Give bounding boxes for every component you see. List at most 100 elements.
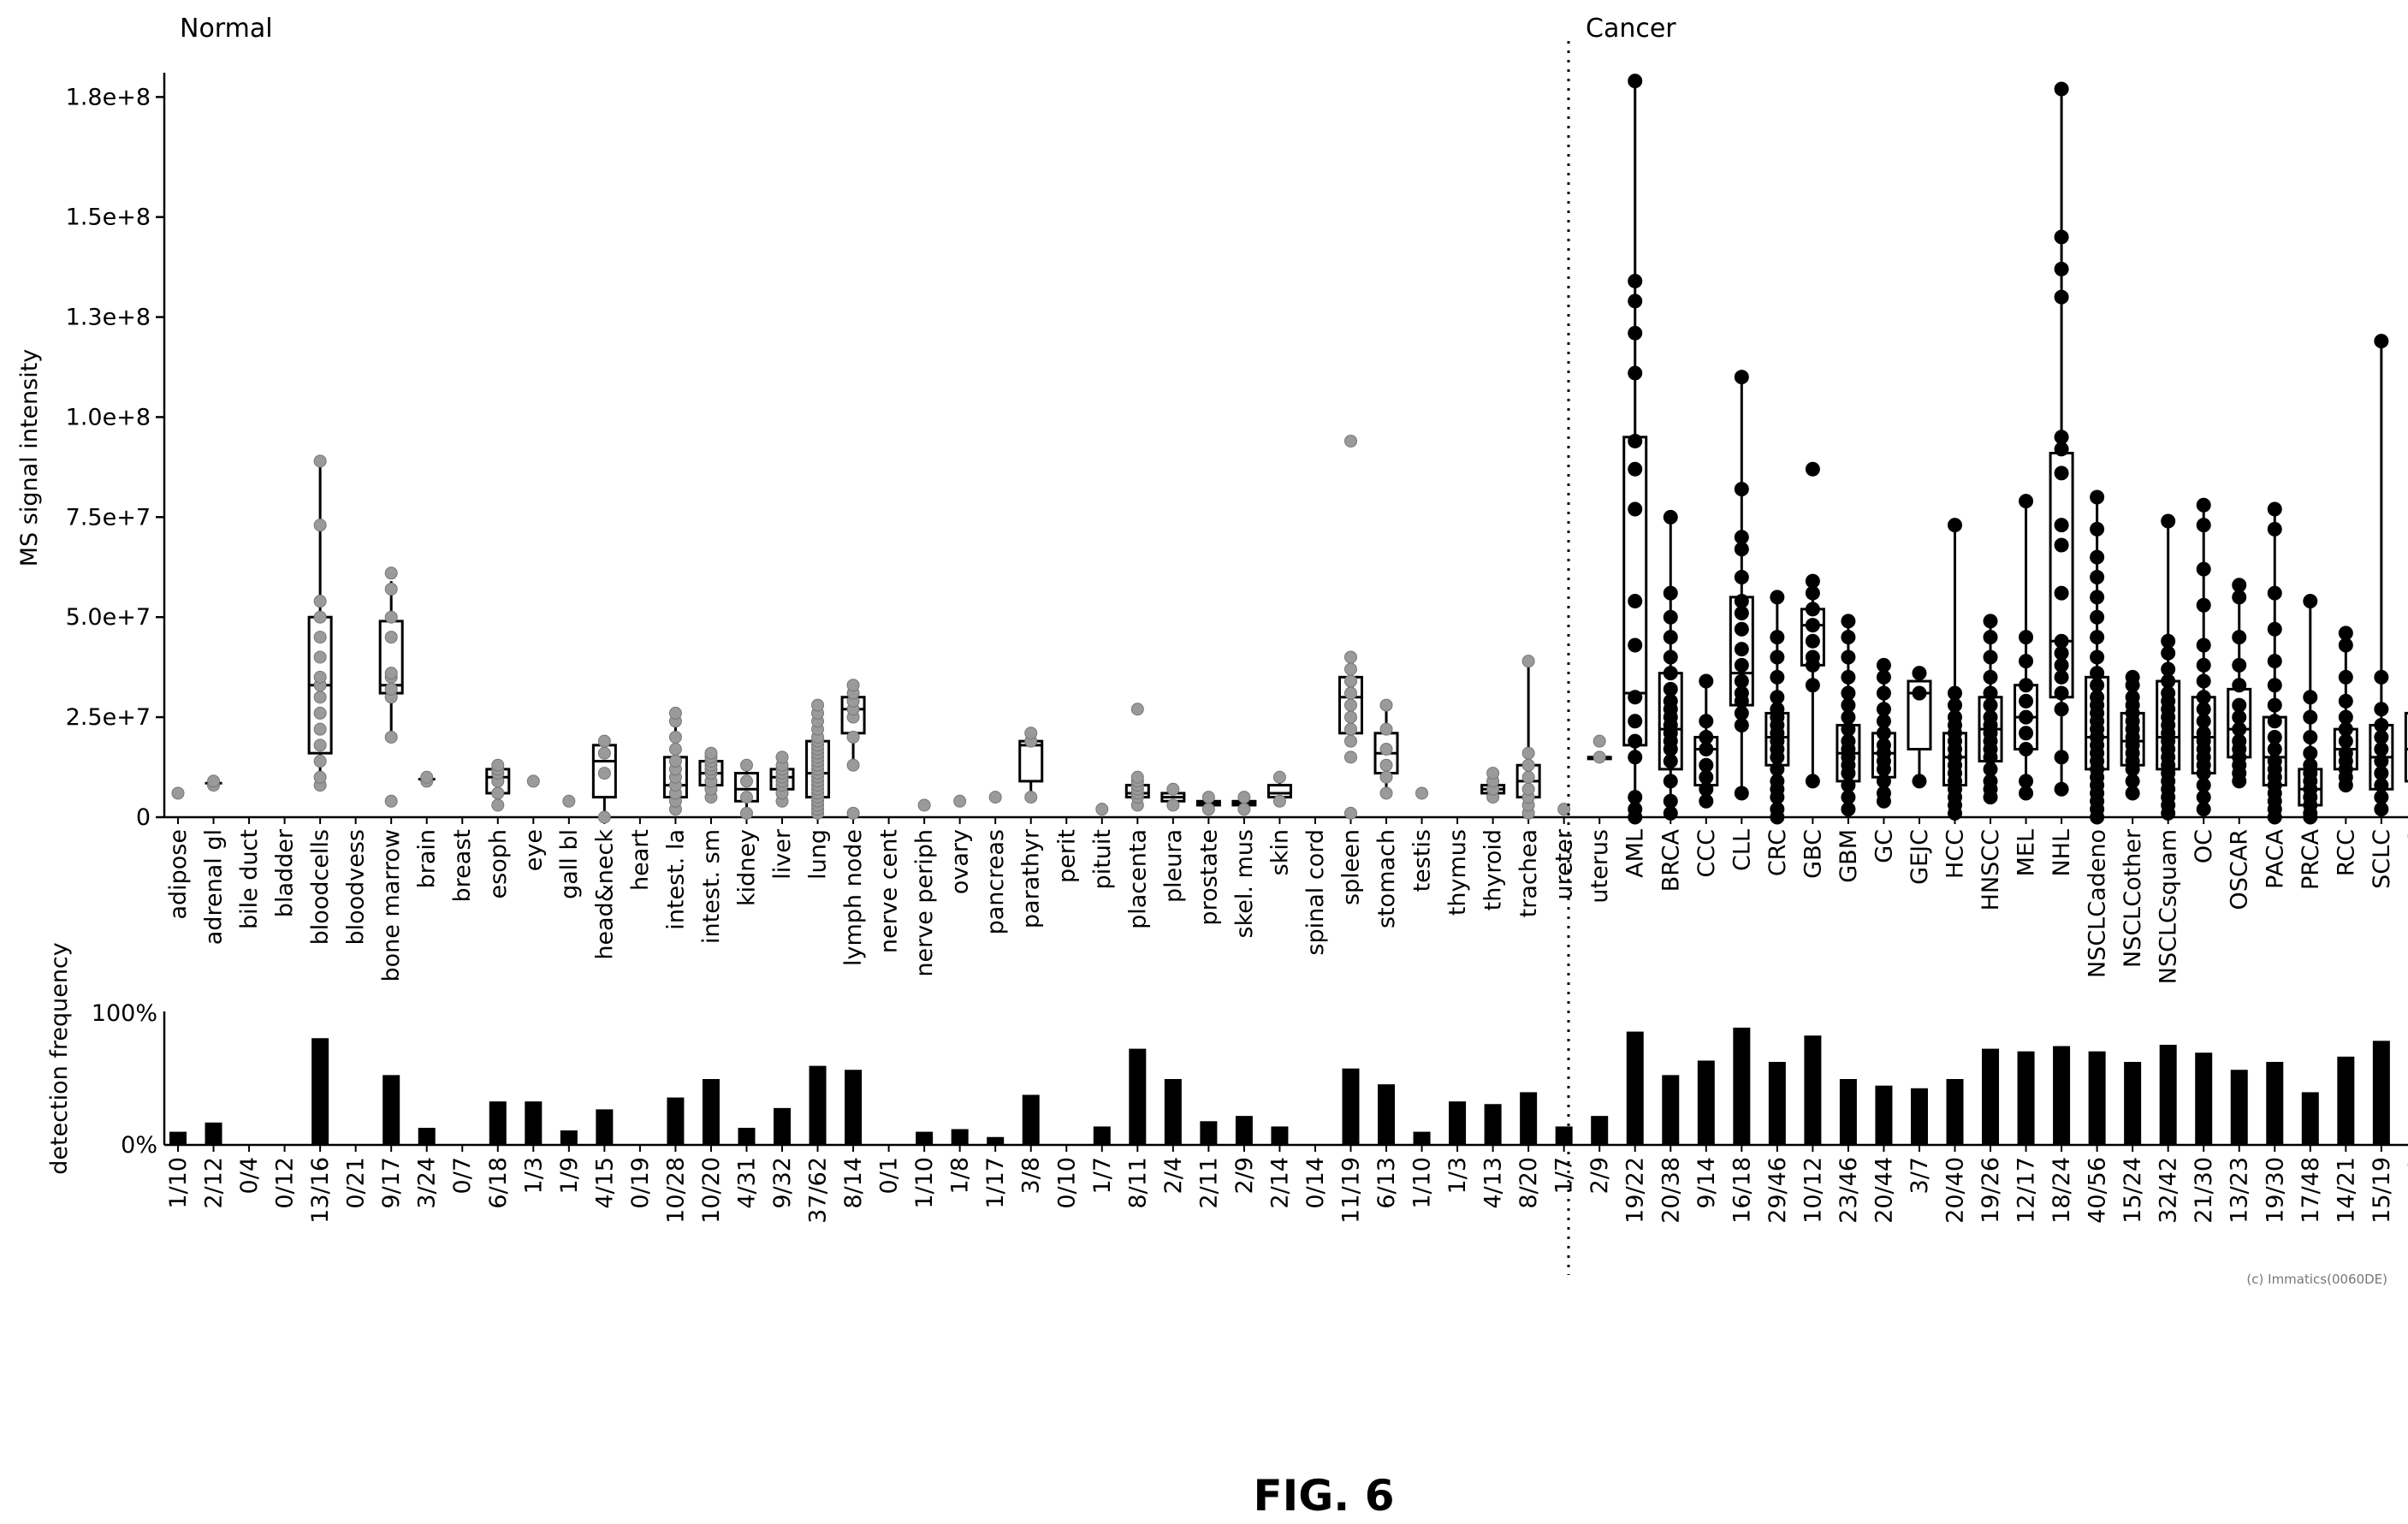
data-point bbox=[1734, 569, 1749, 584]
frequency-bar bbox=[1164, 1079, 1182, 1145]
data-point bbox=[668, 706, 682, 720]
data-point bbox=[1592, 734, 1606, 748]
frequency-fraction-label: 10/12 bbox=[1800, 1157, 1826, 1224]
data-point bbox=[811, 698, 825, 712]
frequency-bar bbox=[560, 1130, 578, 1145]
data-point bbox=[2090, 649, 2105, 665]
data-point bbox=[1805, 573, 1820, 589]
frequency-bar bbox=[1839, 1079, 1857, 1145]
data-point bbox=[2196, 657, 2211, 673]
data-point bbox=[2019, 630, 2034, 645]
data-point bbox=[1805, 649, 1820, 665]
data-point bbox=[2054, 289, 2069, 305]
frequency-bar bbox=[1626, 1031, 1644, 1145]
frequency-bar bbox=[667, 1097, 685, 1145]
data-point bbox=[2054, 466, 2069, 481]
data-point bbox=[2161, 661, 2176, 677]
frequency-fraction-label: 2/9 bbox=[1587, 1157, 1613, 1194]
data-point bbox=[2054, 633, 2069, 649]
data-point bbox=[313, 691, 327, 704]
frequency-axis-labels: 1/10 2/12 0/4 0/12 13/16 0/21 9/17 3/24 0/7 6/18 1… bbox=[165, 1157, 2408, 1224]
frequency-fraction-label: 13/23 bbox=[2227, 1157, 2253, 1224]
frequency-fraction-label: 8/20 bbox=[1515, 1157, 1542, 1209]
data-point bbox=[2054, 261, 2069, 276]
data-point bbox=[2267, 585, 2282, 601]
frequency-bar bbox=[1982, 1048, 2000, 1145]
data-point bbox=[1983, 649, 1998, 665]
frequency-bar bbox=[2088, 1051, 2106, 1145]
frequency-bar bbox=[383, 1075, 400, 1145]
category-label: AML bbox=[1622, 829, 1649, 878]
intensity-tick-label: 1.8e+8 bbox=[66, 84, 151, 110]
category-label: pituit bbox=[1089, 829, 1116, 889]
category-label: nerve periph bbox=[911, 829, 938, 977]
category-label: GC bbox=[1871, 829, 1897, 863]
frequency-bar bbox=[489, 1101, 507, 1145]
frequency-bar bbox=[1271, 1126, 1289, 1145]
data-point bbox=[1876, 657, 1891, 673]
data-point bbox=[1734, 786, 1749, 801]
frequency-fraction-label: 10/28 bbox=[662, 1157, 689, 1224]
category-label: nerve cent bbox=[876, 829, 903, 953]
data-point bbox=[1628, 74, 1643, 89]
data-point bbox=[2090, 590, 2105, 605]
frequency-fraction-label: 9/32 bbox=[769, 1157, 796, 1209]
data-point bbox=[1237, 791, 1251, 804]
data-point bbox=[1663, 630, 1678, 645]
category-label: heart bbox=[627, 829, 654, 891]
data-point bbox=[420, 770, 434, 784]
data-point bbox=[1876, 685, 1891, 701]
frequency-fraction-label: 1/10 bbox=[165, 1157, 192, 1209]
frequency-tick-label: 100% bbox=[92, 1000, 157, 1027]
data-point bbox=[2054, 229, 2069, 245]
frequency-bar bbox=[1697, 1060, 1715, 1145]
data-point bbox=[1379, 786, 1393, 800]
category-label: perit bbox=[1053, 829, 1080, 883]
data-point bbox=[1734, 482, 1749, 497]
frequency-fraction-label: 15/24 bbox=[2120, 1157, 2146, 1224]
category-label: bloodcells bbox=[307, 829, 334, 945]
data-point bbox=[1343, 710, 1357, 724]
data-point bbox=[2232, 657, 2247, 673]
data-point bbox=[1948, 685, 1962, 701]
frequency-fraction-label: 1/3 bbox=[1444, 1157, 1471, 1194]
data-point bbox=[2090, 489, 2105, 505]
category-label: testis bbox=[1409, 829, 1436, 892]
data-point bbox=[1699, 714, 1714, 729]
data-point bbox=[597, 746, 611, 760]
data-point bbox=[846, 679, 860, 692]
frequency-fraction-label: 1/10 bbox=[1409, 1157, 1436, 1209]
data-point bbox=[1628, 501, 1643, 517]
data-point bbox=[1343, 806, 1357, 820]
data-point bbox=[1379, 722, 1393, 736]
data-point bbox=[491, 758, 505, 772]
data-point bbox=[2161, 513, 2176, 529]
frequency-fraction-label: 15/19 bbox=[2369, 1157, 2395, 1224]
frequency-bar bbox=[809, 1065, 827, 1145]
data-point bbox=[1805, 678, 1820, 693]
data-point bbox=[704, 746, 718, 760]
category-label: PRCA bbox=[2298, 828, 2324, 890]
frequency-fraction-label: 0/1 bbox=[876, 1157, 903, 1194]
frequency-fraction-label: 3/8 bbox=[1018, 1157, 1045, 1194]
frequency-fraction-label: 2/11 bbox=[1195, 1157, 1222, 1209]
data-point bbox=[2054, 781, 2069, 797]
data-point bbox=[1983, 685, 1998, 701]
frequency-fraction-label: 9/17 bbox=[378, 1157, 405, 1209]
data-point bbox=[1734, 673, 1749, 689]
category-label: kidney bbox=[733, 829, 760, 906]
category-label: NSCLCadeno bbox=[2085, 829, 2111, 978]
frequency-fraction-label: 19/26 bbox=[1978, 1157, 2004, 1224]
category-label: esoph bbox=[485, 829, 512, 898]
data-point bbox=[1166, 798, 1180, 812]
frequency-fraction-label: 20/44 bbox=[1871, 1157, 1897, 1224]
data-point bbox=[2338, 693, 2353, 709]
data-point bbox=[1805, 633, 1820, 649]
frequency-fraction-label: 0/10 bbox=[1053, 1157, 1080, 1209]
data-point bbox=[1095, 803, 1109, 816]
category-label: bloodvess bbox=[343, 829, 370, 946]
data-point bbox=[775, 750, 789, 764]
frequency-fraction-label: 6/18 bbox=[485, 1157, 512, 1209]
data-point bbox=[1983, 669, 1998, 685]
frequency-fraction-label: 3/7 bbox=[1907, 1157, 1933, 1194]
